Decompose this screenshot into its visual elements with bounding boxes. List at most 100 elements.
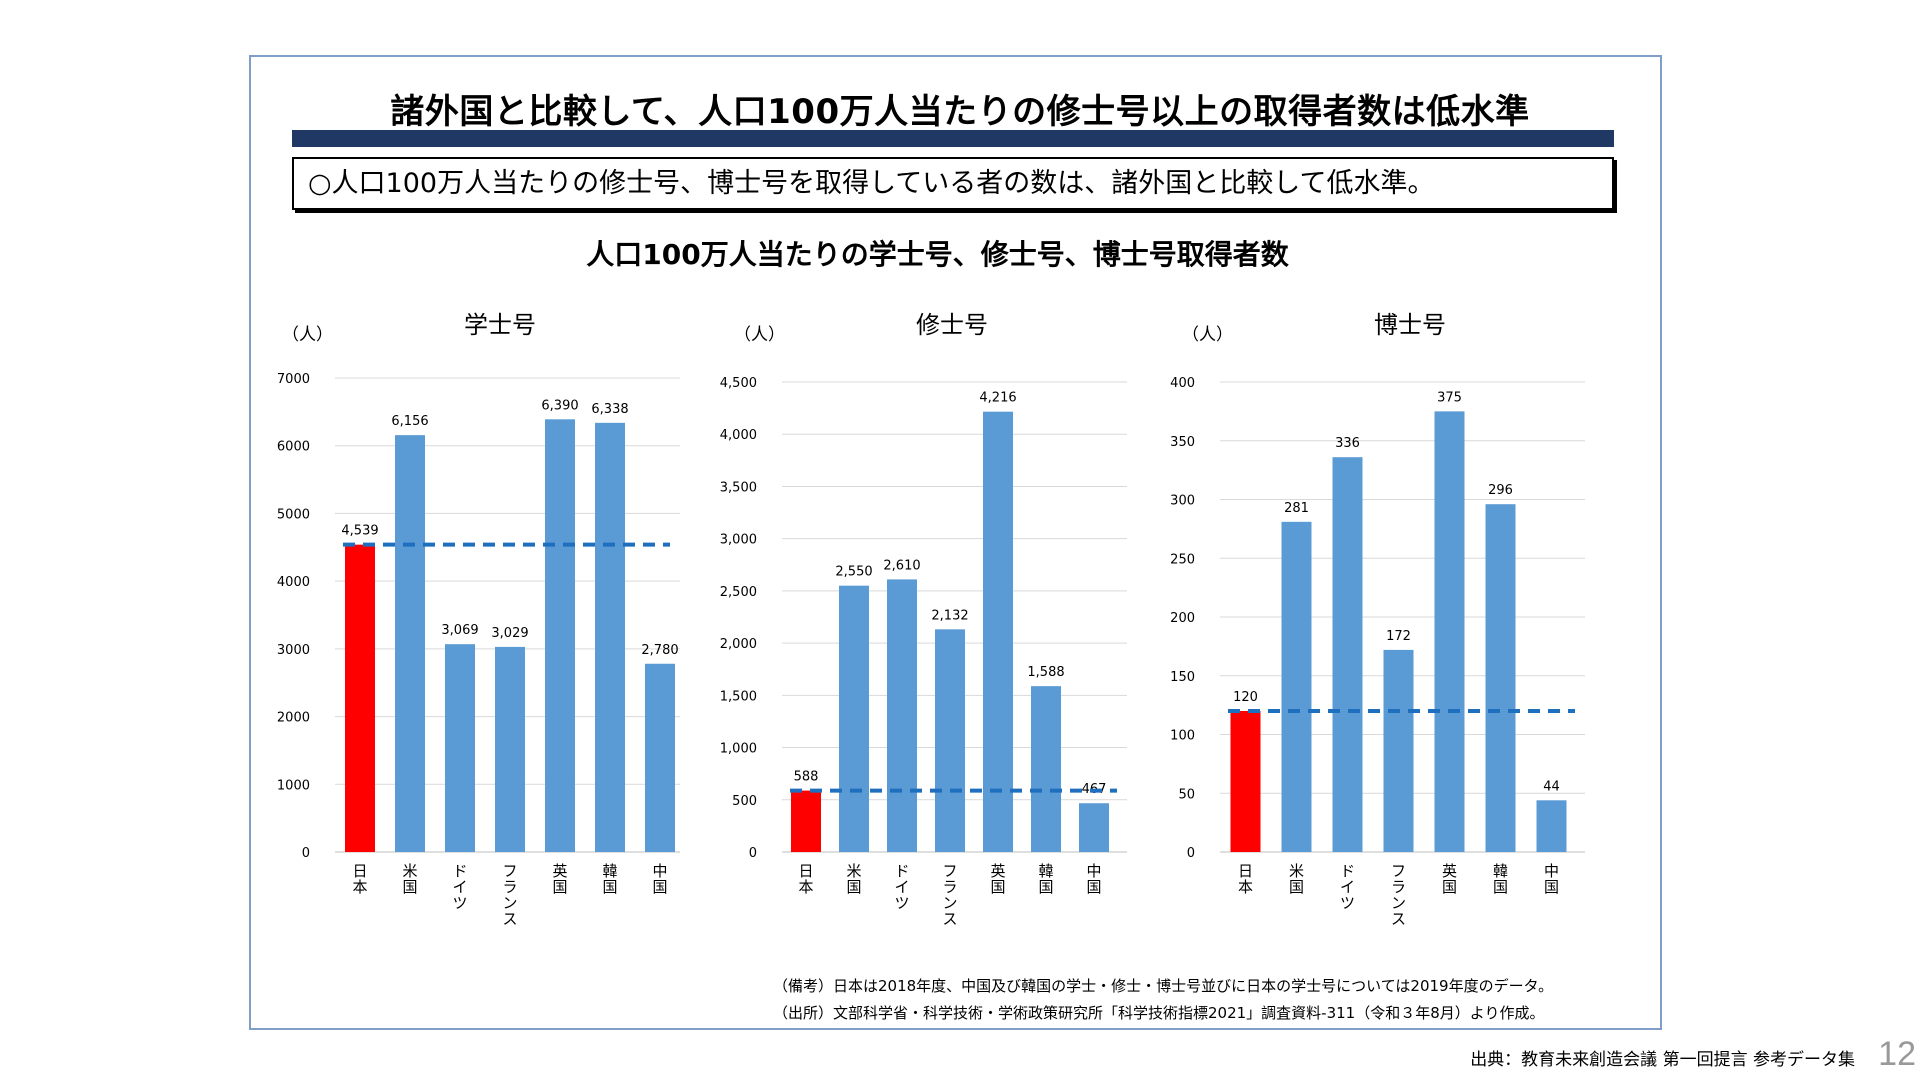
bar-5 bbox=[983, 411, 1013, 852]
chart-title: 博士号 bbox=[1374, 311, 1446, 339]
y-tick-label: 0 bbox=[302, 846, 310, 861]
value-label: 44 bbox=[1543, 779, 1560, 794]
y-tick-label: 0 bbox=[1187, 846, 1195, 861]
y-tick-label: 2,000 bbox=[720, 637, 757, 652]
category-label: 米国 bbox=[1289, 862, 1304, 896]
y-tick-label: 3000 bbox=[277, 643, 310, 658]
y-tick-label: 50 bbox=[1178, 787, 1195, 802]
y-tick-label: 350 bbox=[1170, 435, 1195, 450]
bar-3 bbox=[887, 579, 917, 852]
y-tick-label: 500 bbox=[732, 794, 757, 809]
note-source: （出所）文部科学省・科学技術・学術政策研究所「科学技術指標2021」調査資料-3… bbox=[773, 1004, 1545, 1022]
value-label: 4,539 bbox=[341, 524, 378, 539]
category-label: 中国 bbox=[652, 862, 667, 896]
category-label: ドイツ bbox=[894, 862, 909, 912]
chart-title: 学士号 bbox=[464, 311, 536, 339]
y-tick-label: 200 bbox=[1170, 611, 1195, 626]
bar-2 bbox=[395, 435, 425, 852]
bar-4 bbox=[495, 646, 525, 852]
category-label: 米国 bbox=[846, 862, 861, 896]
slide-title: 諸外国と比較して、人口100万人当たりの修士号以上の取得者数は低水準 bbox=[390, 92, 1530, 132]
doctor-chart-panel: 博士号 （人） 0 50 100 150 200 250 300 350 400 120 日本 281 米国… bbox=[1170, 300, 1590, 940]
master-chart: 修士号 （人） 0 500 1,000 1,500 2,000 2,500 3,000 3,500… bbox=[720, 311, 1127, 928]
value-label: 6,390 bbox=[541, 398, 578, 413]
category-label: 韓国 bbox=[1038, 862, 1053, 896]
value-label: 2,780 bbox=[641, 643, 678, 658]
bar-1 bbox=[345, 544, 375, 852]
bar-1 bbox=[791, 790, 821, 852]
y-axis-unit: （人） bbox=[282, 325, 333, 345]
value-label: 6,338 bbox=[591, 402, 628, 417]
bar-5 bbox=[1434, 411, 1465, 852]
value-label: 375 bbox=[1437, 390, 1462, 405]
value-label: 296 bbox=[1488, 483, 1513, 498]
y-tick-label: 3,000 bbox=[720, 533, 757, 548]
bar-6 bbox=[1031, 686, 1061, 852]
category-label: フランス bbox=[942, 862, 957, 928]
category-label: 日本 bbox=[352, 862, 367, 896]
y-tick-label: 2,500 bbox=[720, 585, 757, 600]
value-label: 4,216 bbox=[979, 391, 1016, 406]
category-label: 英国 bbox=[552, 862, 567, 896]
chart-title: 修士号 bbox=[916, 311, 988, 339]
doctor-chart: 博士号 （人） 0 50 100 150 200 250 300 350 400 120 日本 281 米国… bbox=[1170, 311, 1585, 928]
bar-2 bbox=[1281, 521, 1312, 852]
value-label: 3,069 bbox=[441, 623, 478, 638]
bar-6 bbox=[595, 422, 625, 852]
summary-box: ○人口100万人当たりの修士号、博士号を取得している者の数は、諸外国と比較して低… bbox=[292, 157, 1614, 210]
bar-3 bbox=[445, 644, 475, 852]
y-axis-unit: （人） bbox=[734, 325, 785, 345]
y-tick-label: 5000 bbox=[277, 507, 310, 522]
value-label: 1,588 bbox=[1027, 665, 1064, 680]
bachelor-chart: 学士号 （人） 0 1000 2000 3000 4000 5000 6000 7000 4,539… bbox=[277, 311, 680, 928]
master-chart-panel: 修士号 （人） 0 500 1,000 1,500 2,000 2,500 3,000 3,500… bbox=[720, 300, 1142, 940]
title-underline-bar bbox=[292, 130, 1614, 147]
value-label: 3,029 bbox=[491, 626, 528, 641]
y-tick-label: 250 bbox=[1170, 552, 1195, 567]
y-tick-label: 3,500 bbox=[720, 480, 757, 495]
value-label: 2,610 bbox=[883, 558, 920, 573]
value-label: 281 bbox=[1284, 501, 1309, 516]
y-tick-label: 0 bbox=[749, 846, 757, 861]
category-label: ドイツ bbox=[1340, 862, 1355, 912]
bar-7 bbox=[1079, 803, 1109, 852]
y-tick-label: 100 bbox=[1170, 729, 1195, 744]
bar-2 bbox=[839, 585, 869, 852]
y-tick-label: 400 bbox=[1170, 376, 1195, 391]
category-label: フランス bbox=[1391, 862, 1406, 928]
bar-6 bbox=[1485, 504, 1516, 852]
y-tick-label: 2000 bbox=[277, 711, 310, 726]
footer-source: 出典：教育未来創造会議 第一回提言 参考データ集 bbox=[1470, 1050, 1855, 1070]
bar-5 bbox=[545, 419, 575, 852]
bar-1 bbox=[1230, 711, 1261, 852]
bar-7 bbox=[1536, 800, 1567, 852]
category-label: ドイツ bbox=[452, 862, 467, 912]
y-tick-label: 6000 bbox=[277, 440, 310, 455]
category-label: 英国 bbox=[1442, 862, 1457, 896]
bar-3 bbox=[1332, 457, 1363, 852]
value-label: 120 bbox=[1233, 690, 1258, 705]
bar-7 bbox=[645, 663, 675, 852]
y-tick-label: 7000 bbox=[277, 372, 310, 387]
y-tick-label: 4,500 bbox=[720, 376, 757, 391]
y-tick-label: 1,500 bbox=[720, 689, 757, 704]
value-label: 2,132 bbox=[931, 608, 968, 623]
y-tick-label: 4,000 bbox=[720, 428, 757, 443]
charts-title: 人口100万人当たりの学士号、修士号、博士号取得者数 bbox=[586, 238, 1289, 271]
note-remarks: （備考）日本は2018年度、中国及び韓国の学士・修士・博士号並びに日本の学士号に… bbox=[773, 977, 1554, 995]
page-number: 12 bbox=[1878, 1035, 1916, 1073]
value-label: 588 bbox=[794, 770, 819, 785]
y-tick-label: 300 bbox=[1170, 494, 1195, 509]
category-label: 日本 bbox=[798, 862, 813, 896]
category-label: 米国 bbox=[402, 862, 417, 896]
value-label: 6,156 bbox=[391, 414, 428, 429]
y-tick-label: 1,000 bbox=[720, 742, 757, 757]
y-tick-label: 150 bbox=[1170, 670, 1195, 685]
value-label: 172 bbox=[1386, 629, 1411, 644]
y-axis-unit: （人） bbox=[1182, 325, 1233, 345]
category-label: フランス bbox=[502, 862, 517, 928]
category-label: 中国 bbox=[1544, 862, 1559, 896]
bar-4 bbox=[1383, 649, 1414, 852]
category-label: 韓国 bbox=[602, 862, 617, 896]
value-label: 2,550 bbox=[835, 565, 872, 580]
